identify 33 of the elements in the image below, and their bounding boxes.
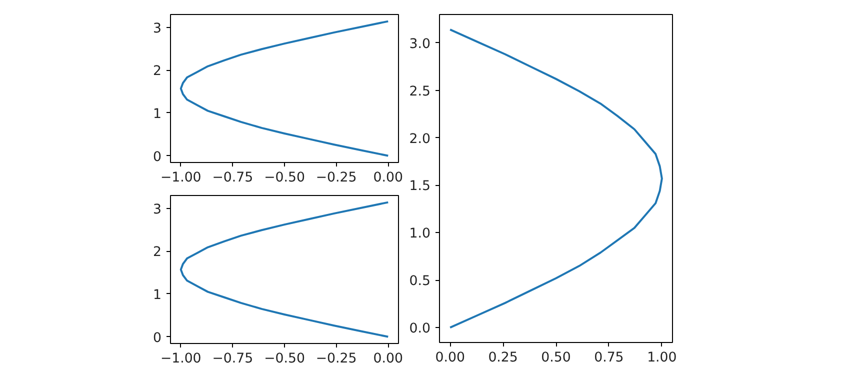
y-tick-label: 3.0 [409, 36, 431, 52]
x-tick-label: −0.50 [264, 170, 305, 186]
x-tick-label: 0.00 [373, 352, 403, 366]
x-tick-label: −0.25 [316, 352, 357, 366]
x-tick-label: 1.00 [647, 350, 677, 366]
x-tick-label: 0.50 [541, 350, 571, 366]
line-series [180, 201, 390, 338]
y-tick-label: 2 [153, 245, 162, 260]
y-tick-label: 1.5 [409, 179, 431, 194]
x-tick-label: 0.00 [373, 170, 403, 186]
x-tick-label: −1.00 [160, 352, 202, 366]
x-tick-label: 0.00 [435, 350, 465, 366]
line-series [180, 20, 390, 157]
y-tick-label: 3 [153, 202, 162, 218]
x-tick-label: −0.25 [316, 170, 357, 186]
x-tick-label: 0.75 [594, 350, 624, 366]
y-tick-label: 3 [153, 21, 162, 36]
x-tick-label: −0.75 [212, 352, 254, 366]
x-tick-label: −0.50 [264, 352, 305, 366]
y-tick-label: 2.5 [409, 84, 431, 100]
y-tick-label: 0 [153, 330, 162, 346]
x-tick-label: 0.25 [488, 350, 518, 366]
y-tick-label: 0.5 [409, 274, 431, 290]
y-tick-label: 2.0 [409, 132, 431, 147]
y-tick-label: 1 [153, 288, 162, 303]
x-tick-label: −0.75 [212, 170, 254, 186]
y-tick-label: 0.0 [409, 322, 431, 337]
y-tick-label: 0 [153, 150, 162, 165]
x-tick-label: −1.00 [160, 170, 202, 186]
line-series [449, 28, 663, 329]
y-tick-label: 1 [153, 106, 162, 122]
y-tick-label: 1.0 [409, 226, 431, 242]
y-tick-label: 2 [153, 64, 162, 80]
